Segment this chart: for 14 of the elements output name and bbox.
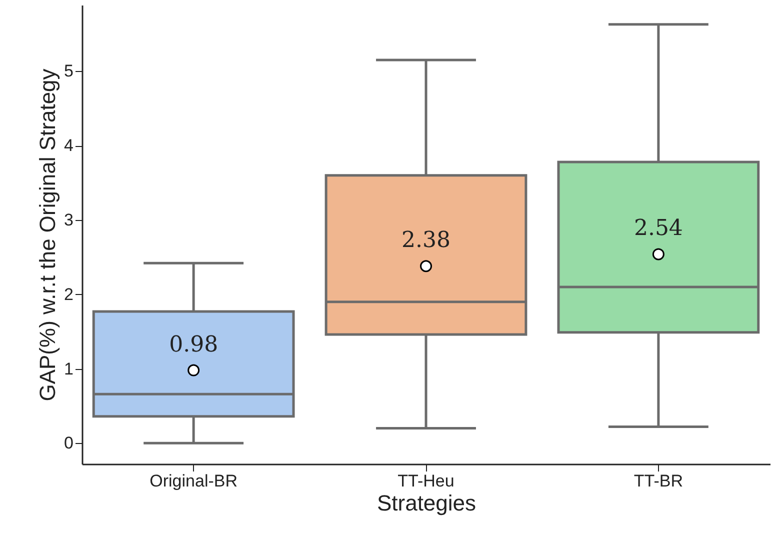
annotation: 2.38 xyxy=(402,228,450,254)
annotation: 2.54 xyxy=(634,216,683,242)
x-tick-label: TT-Heu xyxy=(398,472,454,490)
y-tick-label: 4 xyxy=(64,136,74,156)
annotation: 0.98 xyxy=(169,332,218,358)
y-tick-label: 5 xyxy=(64,62,74,81)
x-axis-title: Strategies xyxy=(376,490,476,516)
y-tick-label: 1 xyxy=(64,359,74,378)
y-tick-label: 3 xyxy=(64,210,74,230)
y-tick-label: 0 xyxy=(64,434,74,453)
y-tick-label: 2 xyxy=(64,284,74,304)
x-tick-label: Original-BR xyxy=(150,472,238,490)
y-axis-title: GAP(%) w.r.t the Original Strategy xyxy=(35,68,60,402)
x-tick-label: TT-BR xyxy=(634,472,683,490)
